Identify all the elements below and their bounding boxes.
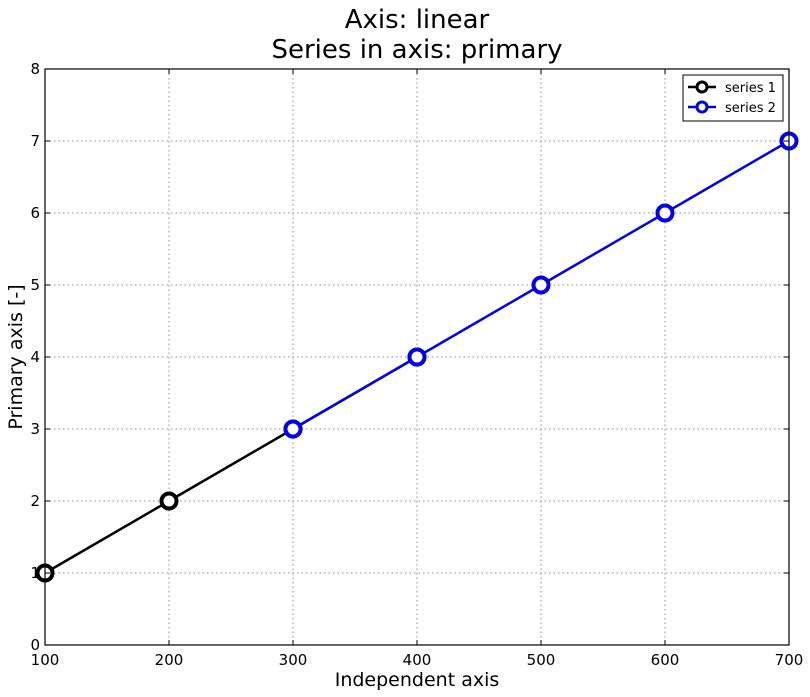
x-tick-label: 600	[651, 651, 680, 669]
axis-ticks: 100 200 300 400 500 600 700 0 1 2 3 4 5 6 7 8	[30, 60, 803, 669]
y-tick-label: 6	[30, 204, 40, 222]
x-tick-label: 400	[403, 651, 432, 669]
y-tick-label: 4	[30, 348, 40, 366]
x-tick-label: 500	[527, 651, 556, 669]
chart-title-line-1: Axis: linear	[345, 5, 490, 35]
legend-marker	[695, 100, 709, 114]
legend-label: series 2	[725, 101, 776, 116]
data-series	[35, 131, 799, 583]
legend-label: series 1	[725, 81, 776, 96]
legend-item: series 2	[688, 100, 776, 116]
x-tick-label: 200	[155, 651, 184, 669]
series-2	[283, 131, 799, 439]
chart-title-line-2: Series in axis: primary	[271, 35, 562, 65]
x-axis-label: Independent axis	[335, 669, 500, 691]
data-point	[159, 491, 179, 511]
series-1	[35, 347, 427, 583]
data-point	[531, 275, 551, 295]
y-tick-label: 0	[30, 636, 40, 654]
y-tick-label: 1	[30, 564, 40, 582]
y-tick-label: 7	[30, 132, 40, 150]
y-tick-label: 3	[30, 420, 40, 438]
data-point	[655, 203, 675, 223]
x-tick-label: 700	[775, 651, 804, 669]
x-tick-label: 300	[279, 651, 308, 669]
y-tick-label: 8	[30, 60, 40, 78]
data-point	[407, 347, 427, 367]
y-axis-label: Primary axis [-]	[5, 284, 27, 429]
legend: series 1 series 2	[682, 74, 784, 122]
x-tick-label: 100	[31, 651, 60, 669]
chart-title: Axis: linear Series in axis: primary	[271, 5, 562, 65]
y-tick-label: 5	[30, 276, 40, 294]
data-point	[283, 419, 303, 439]
y-tick-label: 2	[30, 492, 40, 510]
legend-marker	[695, 80, 709, 94]
legend-item: series 1	[688, 80, 776, 96]
